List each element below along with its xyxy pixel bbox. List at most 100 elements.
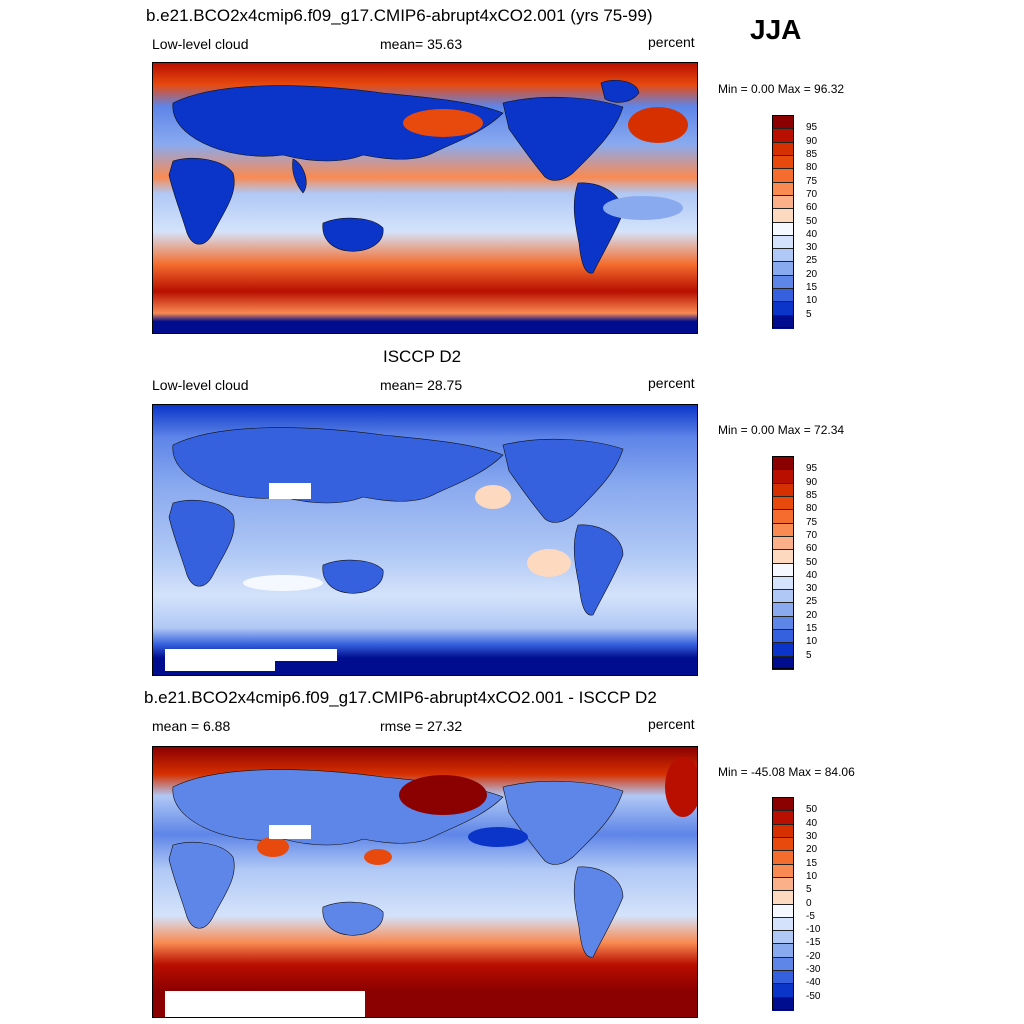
season-label: JJA [750,14,802,45]
colorbar-tick-label: 60 [806,543,818,555]
colorbar-swatch [772,970,794,984]
colorbar-obs: 95 90 85 80 75 70 60 50 40 30 25 20 15 10 5 [772,456,817,670]
mean-label: mean = 6.88 [152,718,231,734]
colorbar-tick-label: 20 [806,268,818,280]
colorbar-tick-label: 20 [806,609,818,621]
colorbar-swatch [772,589,794,603]
colorbar-tick-label: -30 [806,964,821,976]
colorbar-tick-label: 15 [806,857,818,869]
colorbar-swatch [772,168,794,183]
min-max-label: Min = 0.00 Max = 96.32 [718,82,845,96]
colorbar-tick-label: 90 [806,476,818,488]
colorbar-swatch [772,956,794,971]
panel-title-obs: ISCCP D2 [383,347,462,366]
colorbar-swatch [772,810,794,825]
colorbar-swatch [772,248,794,262]
colorbar-tick-label: 15 [806,282,818,294]
colorbar-swatch [772,823,794,838]
colorbar-swatch [772,301,794,316]
colorbar-swatch [772,983,794,998]
colorbar-swatch [772,602,794,617]
colorbar-swatch [772,522,794,537]
colorbar-swatch [772,274,794,289]
colorbar-tick-label: 60 [806,202,818,214]
colorbar-tick-label: 10 [806,870,818,882]
colorbar-swatch [772,509,794,524]
units-label: percent [648,375,695,391]
colorbar-tick-label: 40 [806,817,818,829]
colorbar-outline [772,797,794,1010]
min-max-label: Min = -45.08 Max = 84.06 [718,765,855,779]
colorbar-swatch [772,535,794,550]
colorbar-swatch [772,996,794,1011]
colorbar-tick-label: 85 [806,148,818,160]
variable-label: Low-level cloud [152,377,249,393]
colorbar-tick-label: 30 [806,830,818,842]
colorbar-tick-label: 95 [806,463,818,475]
colorbar-swatch [772,890,794,904]
colorbar-swatch [772,234,794,249]
colorbar-swatch [772,314,794,329]
colorbar-tick-label: 5 [806,649,812,661]
colorbar-swatch [772,194,794,209]
colorbar-swatch [772,575,794,590]
colorbar-tick-label: 70 [806,529,818,541]
colorbar-tick-label: 50 [806,804,818,816]
colorbar-tick-label: 10 [806,295,818,307]
colorbar-tick-label: 50 [806,215,818,227]
colorbar-swatch [772,562,794,577]
colorbar-swatch [772,261,794,276]
colorbar-swatch [772,128,794,143]
colorbar-tick-label: 70 [806,188,818,200]
colorbar-tick-label: 75 [806,175,818,187]
colorbar-tick-label: 85 [806,489,818,501]
colorbar-swatch [772,642,794,657]
colorbar-swatch [772,916,794,931]
colorbar-tick-label: 90 [806,135,818,147]
colorbar-swatch [772,863,794,878]
map-obs [152,404,698,676]
colorbar-swatch [772,288,794,302]
colorbar-outline [772,456,794,669]
colorbar-tick-label: 50 [806,556,818,568]
colorbar-tick-label: -10 [806,924,821,936]
colorbar-model: 95 90 85 80 75 70 60 50 40 30 25 20 15 10 5 [772,115,817,329]
colorbar-tick-label: 25 [806,255,818,267]
colorbar-tick-label: 5 [806,884,812,896]
colorbar-diff: 50 40 30 20 15 10 5 0 -5 -10 -15 -20 -30 -40 -50 [772,797,820,1011]
colorbar-swatch [772,549,794,563]
panel-title-diff: b.e21.BCO2x4cmip6.f09_g17.CMIP6-abrupt4x… [144,688,657,707]
colorbar-swatch [772,903,794,918]
mean-label: mean= 35.63 [380,36,463,52]
min-max-label: Min = 0.00 Max = 72.34 [718,423,845,437]
units-label: percent [648,716,695,732]
colorbar-tick-label: 95 [806,122,818,134]
colorbar-swatch [772,850,794,865]
colorbar-tick-label: 75 [806,516,818,528]
colorbar-tick-label: 25 [806,596,818,608]
colorbar-tick-label: -20 [806,950,821,962]
colorbar-tick-label: 40 [806,569,818,581]
colorbar-swatch [772,876,794,891]
colorbar-tick-label: -50 [806,990,821,1002]
colorbar-swatch [772,930,794,944]
colorbar-tick-label: 80 [806,503,818,515]
rmse-label: rmse = 27.32 [380,718,463,734]
colorbar-swatch [772,655,794,670]
units-label: percent [648,34,695,50]
colorbar-tick-label: 5 [806,308,812,320]
colorbar-tick-label: -15 [806,937,821,949]
panel-title-model: b.e21.BCO2x4cmip6.f09_g17.CMIP6-abrupt4x… [146,6,653,25]
colorbar-swatch [772,495,794,510]
colorbar-tick-label: 15 [806,623,818,635]
colorbar-tick-label: 40 [806,228,818,240]
colorbar-tick-label: 30 [806,583,818,595]
colorbar-tick-label: -40 [806,977,821,989]
colorbar-swatch [772,154,794,169]
colorbar-swatch [772,943,794,958]
colorbar-tick-label: 80 [806,162,818,174]
colorbar-tick-label: -5 [806,910,815,922]
colorbar-tick-label: 0 [806,897,812,909]
mean-label: mean= 28.75 [380,377,463,393]
colorbar-swatch [772,221,794,236]
